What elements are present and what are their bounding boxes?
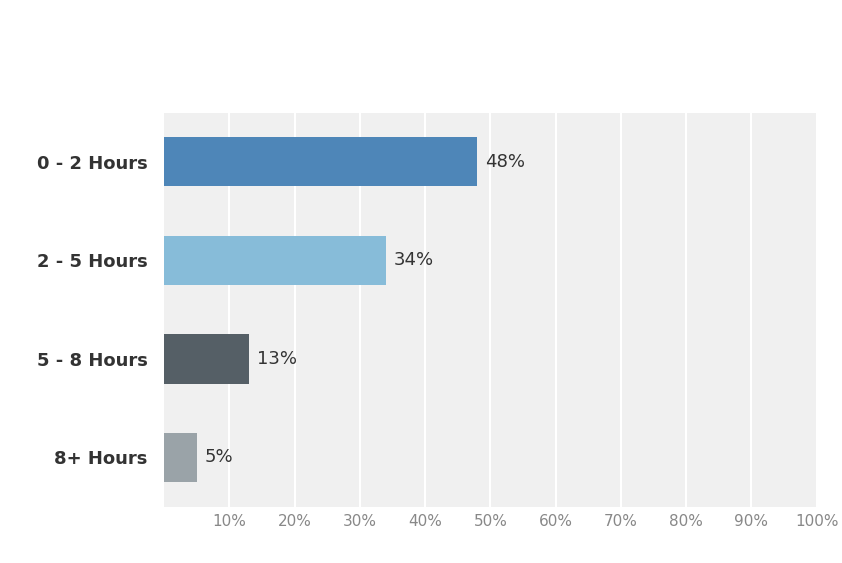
- Text: How many hours is the workstation used daily?: How many hours is the workstation used d…: [76, 24, 766, 52]
- Text: 5%: 5%: [205, 449, 233, 466]
- Bar: [164, 433, 197, 482]
- Bar: [164, 334, 249, 383]
- Bar: [164, 137, 477, 186]
- Text: 13%: 13%: [257, 350, 297, 368]
- Text: 48%: 48%: [485, 153, 525, 171]
- Bar: [164, 236, 386, 285]
- Text: 34%: 34%: [394, 252, 434, 269]
